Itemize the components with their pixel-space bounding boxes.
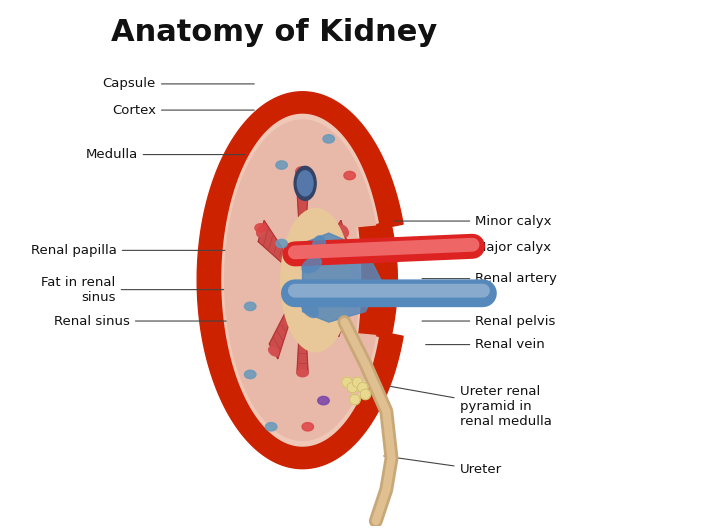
Polygon shape xyxy=(258,221,287,264)
Ellipse shape xyxy=(337,322,346,332)
Text: Ureter renal
pyramid in
renal medulla: Ureter renal pyramid in renal medulla xyxy=(390,386,551,428)
Text: Fat in renal
sinus: Fat in renal sinus xyxy=(41,276,237,304)
Polygon shape xyxy=(281,208,350,352)
Ellipse shape xyxy=(257,225,265,236)
Text: Major calyx: Major calyx xyxy=(396,241,551,254)
Ellipse shape xyxy=(294,166,316,200)
Text: Ureter: Ureter xyxy=(384,456,502,476)
Text: Cortex: Cortex xyxy=(112,104,255,116)
Ellipse shape xyxy=(255,224,267,232)
Polygon shape xyxy=(302,233,381,322)
Ellipse shape xyxy=(296,167,309,175)
FancyArrowPatch shape xyxy=(295,245,473,252)
Ellipse shape xyxy=(340,225,348,236)
Text: Renal vein: Renal vein xyxy=(425,338,545,351)
Ellipse shape xyxy=(269,347,278,356)
Circle shape xyxy=(360,389,370,399)
Ellipse shape xyxy=(276,161,287,169)
Ellipse shape xyxy=(276,240,287,248)
Ellipse shape xyxy=(303,282,324,297)
Ellipse shape xyxy=(312,236,325,257)
Circle shape xyxy=(342,377,352,388)
Text: Renal sinus: Renal sinus xyxy=(54,315,239,327)
FancyArrowPatch shape xyxy=(295,247,473,254)
Polygon shape xyxy=(297,322,308,373)
Polygon shape xyxy=(270,308,292,359)
Text: Minor calyx: Minor calyx xyxy=(394,215,552,227)
Ellipse shape xyxy=(302,258,321,273)
Circle shape xyxy=(350,394,360,405)
Ellipse shape xyxy=(344,171,355,180)
Ellipse shape xyxy=(297,171,313,196)
Polygon shape xyxy=(296,171,309,239)
Ellipse shape xyxy=(323,135,335,143)
Circle shape xyxy=(358,382,368,393)
Ellipse shape xyxy=(302,423,314,431)
Text: Renal pelvis: Renal pelvis xyxy=(422,315,556,327)
Text: Capsule: Capsule xyxy=(103,77,255,90)
Polygon shape xyxy=(225,120,375,440)
Polygon shape xyxy=(319,221,347,264)
Text: Medulla: Medulla xyxy=(85,148,245,161)
Polygon shape xyxy=(197,92,403,469)
Ellipse shape xyxy=(317,396,329,405)
Ellipse shape xyxy=(297,369,308,377)
Ellipse shape xyxy=(245,302,256,311)
Polygon shape xyxy=(222,114,378,446)
Ellipse shape xyxy=(265,423,277,431)
Ellipse shape xyxy=(245,370,256,379)
Text: Renal artery: Renal artery xyxy=(422,272,557,285)
Polygon shape xyxy=(319,296,345,336)
Circle shape xyxy=(352,377,363,388)
Ellipse shape xyxy=(302,299,318,317)
Circle shape xyxy=(347,382,358,393)
Text: Anatomy of Kidney: Anatomy of Kidney xyxy=(112,19,438,48)
Text: Renal papilla: Renal papilla xyxy=(31,244,233,257)
